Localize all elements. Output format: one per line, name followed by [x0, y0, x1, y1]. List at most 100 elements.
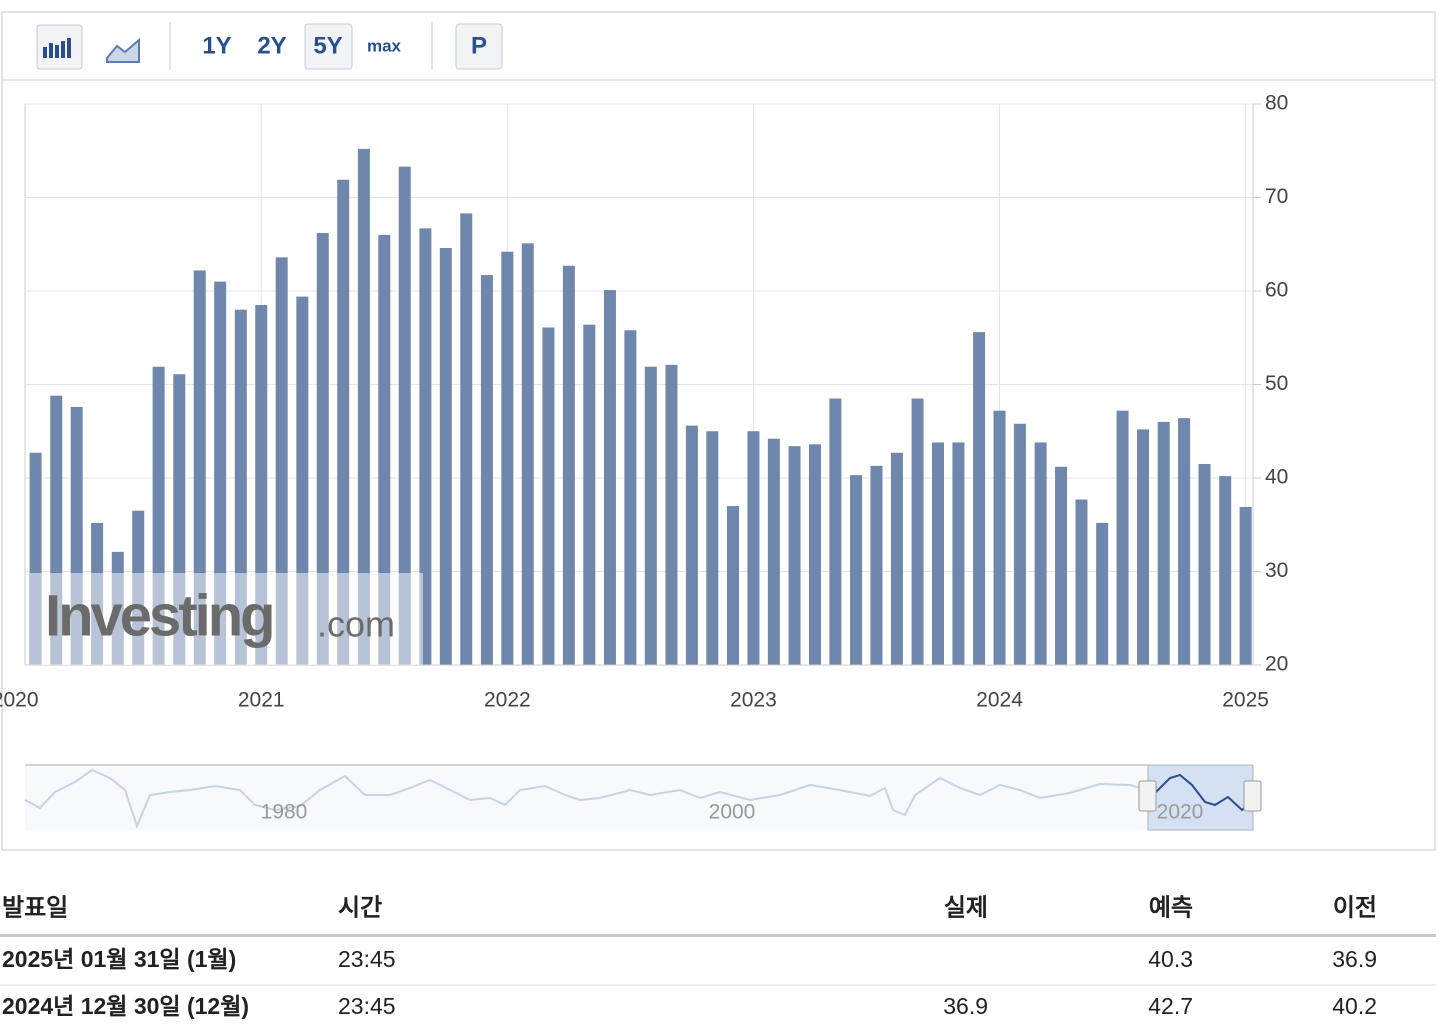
y-tick-label: 80 — [1265, 92, 1288, 115]
bar — [1239, 506, 1252, 665]
table-cell: 40.3 — [1148, 946, 1193, 972]
y-tick-label: 60 — [1265, 279, 1288, 302]
bar — [1034, 442, 1047, 665]
bar — [870, 465, 883, 665]
navigator-label: 2020 — [1157, 801, 1204, 824]
header-rule — [0, 934, 1436, 937]
bar — [521, 243, 534, 665]
bar — [952, 442, 965, 665]
bar — [644, 366, 657, 665]
range-button[interactable]: max — [367, 36, 402, 55]
bar — [1157, 421, 1170, 665]
bar — [727, 506, 740, 665]
table-cell: 36.9 — [943, 993, 988, 1019]
line-button[interactable] — [106, 37, 140, 63]
range-button[interactable]: 1Y — [202, 32, 231, 59]
bar — [1178, 418, 1191, 665]
x-tick-label: 2025 — [1222, 689, 1269, 712]
y-tick-label: 50 — [1265, 372, 1288, 395]
bar — [542, 327, 555, 665]
bar-icon — [43, 38, 71, 58]
bar — [890, 452, 903, 665]
range-button[interactable]: 5Y — [313, 32, 342, 59]
p-button-label[interactable]: P — [471, 32, 487, 59]
bar — [706, 431, 719, 665]
bar — [1055, 466, 1068, 665]
bar — [419, 228, 432, 666]
navigator-handle[interactable] — [1243, 780, 1262, 812]
bar — [439, 247, 452, 666]
x-tick-label: 2023 — [730, 689, 777, 712]
x-tick-label: 2024 — [976, 689, 1023, 712]
table-header: 시간 — [338, 894, 382, 921]
watermark-bg — [30, 573, 423, 665]
bar — [1096, 522, 1109, 665]
navigator-handle[interactable] — [1138, 780, 1157, 812]
bar — [1116, 410, 1129, 665]
table-header: 예측 — [1149, 894, 1193, 921]
table: 발표일 시간 실제 예측 이전 2025년 01월 31일 (1월) 23:45 4… — [0, 894, 1436, 1019]
bar — [788, 446, 801, 665]
bar — [850, 475, 863, 665]
table-cell: 40.2 — [1332, 993, 1377, 1019]
bar — [665, 364, 678, 665]
table-header: 실제 — [944, 894, 988, 921]
navigator: 1980 2000 2020 — [24, 764, 1262, 831]
bar — [624, 330, 637, 665]
navigator-label: 1980 — [261, 801, 308, 824]
bar — [808, 444, 821, 665]
bar — [1013, 423, 1026, 665]
navigator-line — [24, 768, 1149, 829]
bar — [357, 148, 370, 665]
bar — [747, 431, 760, 665]
bar — [1198, 463, 1211, 665]
bar — [193, 270, 206, 665]
table-cell: 2025년 01월 31일 (1월) — [2, 946, 236, 972]
table-header: 이전 — [1333, 894, 1377, 921]
p-button[interactable] — [455, 23, 503, 70]
bar — [603, 290, 616, 665]
x-tick-label: 2022 — [484, 689, 531, 712]
range-button[interactable]: 2Y — [257, 32, 286, 59]
bar — [767, 438, 780, 665]
bar — [932, 442, 945, 665]
bar — [398, 166, 411, 665]
bar — [296, 296, 309, 665]
bar — [829, 398, 842, 665]
navigator-bg — [25, 765, 1253, 830]
plot: 20 30 40 50 60 70 80 2020 2021 2022 2023 2024 2025 In… — [0, 92, 1288, 712]
bar — [973, 332, 986, 665]
bar — [1219, 476, 1232, 665]
toolbar: 1Y 2Y 5Y max P — [36, 22, 503, 70]
bar — [337, 179, 350, 666]
bar — [911, 398, 924, 665]
x-tick-label: 2020 — [0, 689, 39, 712]
table-cell: 42.7 — [1148, 993, 1193, 1019]
bar — [685, 425, 698, 665]
watermark: Investing — [45, 583, 273, 648]
y-tick-label: 30 — [1265, 559, 1288, 582]
y-tick-label: 20 — [1265, 653, 1288, 676]
x-tick-label: 2021 — [238, 689, 285, 712]
navigator-label: 2000 — [709, 801, 756, 824]
bar — [583, 324, 596, 665]
navigator-selected-line — [1147, 773, 1254, 812]
table-header: 발표일 — [2, 894, 68, 921]
bar — [214, 281, 227, 665]
bar — [29, 452, 42, 665]
range-button-active[interactable] — [304, 23, 353, 70]
bar — [316, 233, 329, 665]
bar — [460, 213, 473, 665]
y-tick-label: 40 — [1265, 466, 1288, 489]
y-tick-label: 70 — [1265, 185, 1288, 208]
bar — [255, 305, 268, 665]
bar — [562, 265, 575, 665]
bar — [1136, 429, 1149, 665]
table-cell: 2024년 12월 30일 (12월) — [2, 993, 249, 1019]
bar — [480, 275, 493, 665]
bar — [501, 251, 514, 666]
bar — [378, 234, 391, 665]
bar — [993, 410, 1006, 665]
bar — [275, 257, 288, 665]
